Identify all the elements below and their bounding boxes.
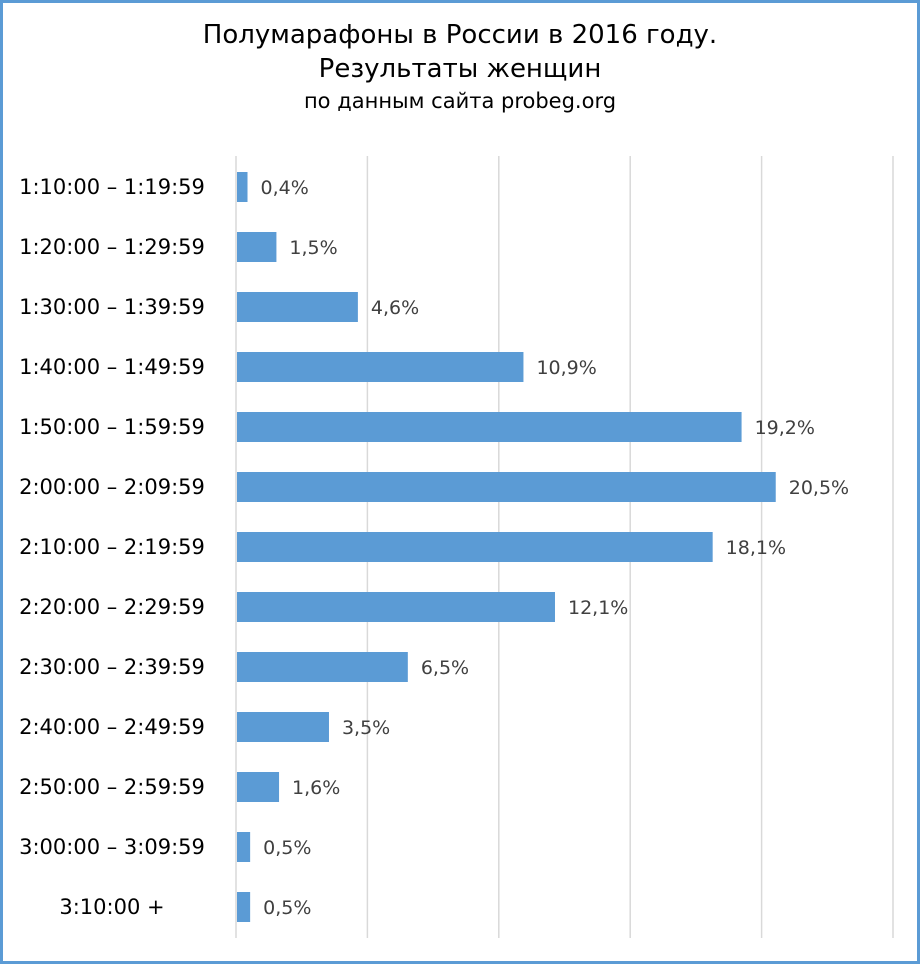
category-label: 1:40:00 – 1:49:59 [19, 355, 205, 379]
data-label: 1,6% [292, 777, 340, 799]
data-label: 1,5% [289, 237, 337, 259]
bar [237, 772, 280, 802]
bar [237, 292, 358, 322]
bar [237, 472, 776, 502]
category-label: 2:50:00 – 2:59:59 [19, 775, 205, 799]
data-label: 6,5% [421, 657, 469, 679]
bar [237, 532, 713, 562]
bar [237, 832, 251, 862]
category-label: 1:20:00 – 1:29:59 [19, 235, 205, 259]
category-label: 2:30:00 – 2:39:59 [19, 655, 205, 679]
data-label: 0,5% [263, 837, 311, 859]
data-label: 0,5% [263, 897, 311, 919]
data-label: 4,6% [371, 297, 419, 319]
bar [237, 232, 277, 262]
bar [237, 172, 248, 202]
bar [237, 352, 524, 382]
category-label: 1:50:00 – 1:59:59 [19, 415, 205, 439]
data-label: 12,1% [568, 597, 628, 619]
bar [237, 412, 742, 442]
bar [237, 712, 329, 742]
category-label: 1:10:00 – 1:19:59 [19, 175, 205, 199]
category-label: 2:00:00 – 2:09:59 [19, 475, 205, 499]
category-label: 2:20:00 – 2:29:59 [19, 595, 205, 619]
category-label: 1:30:00 – 1:39:59 [19, 295, 205, 319]
chart-title: Полумарафоны в России в 2016 году. [202, 20, 718, 50]
category-label: 2:40:00 – 2:49:59 [19, 715, 205, 739]
chart-titles: Полумарафоны в России в 2016 году. Резул… [0, 18, 920, 116]
bar [237, 652, 408, 682]
data-label: 18,1% [726, 537, 786, 559]
bar [237, 592, 555, 622]
chart-caption: по данным сайта probeg.org [303, 89, 617, 113]
data-label: 10,9% [536, 357, 596, 379]
chart-subtitle: Результаты женщин [318, 54, 602, 84]
category-label: 2:10:00 – 2:19:59 [19, 535, 205, 559]
bar [237, 892, 251, 922]
data-label: 0,4% [261, 177, 309, 199]
category-label: 3:10:00 + [59, 895, 164, 919]
data-label: 3,5% [342, 717, 390, 739]
category-label: 3:00:00 – 3:09:59 [19, 835, 205, 859]
data-label: 19,2% [755, 417, 815, 439]
data-label: 20,5% [789, 477, 849, 499]
